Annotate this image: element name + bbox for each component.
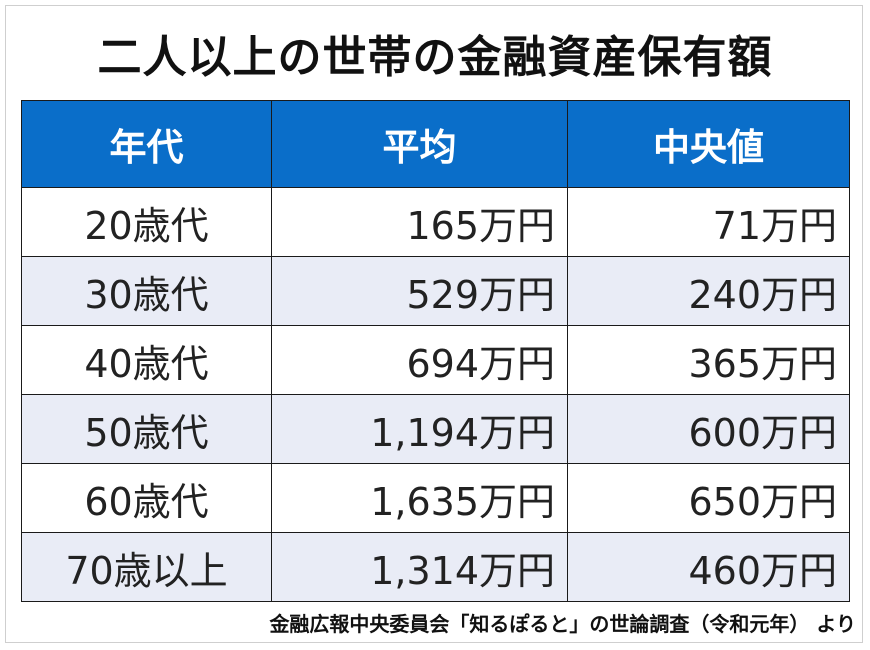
median-cell: 71万円	[567, 187, 850, 257]
table-row: 20歳代 165万円 71万円	[21, 187, 850, 257]
table-row: 60歳代 1,635万円 650万円	[21, 463, 850, 533]
median-cell: 365万円	[567, 325, 850, 395]
column-header-median: 中央値	[567, 100, 850, 188]
average-cell: 165万円	[271, 187, 568, 257]
median-cell: 650万円	[567, 463, 850, 533]
column-header-average: 平均	[271, 100, 568, 188]
average-cell: 1,194万円	[271, 394, 568, 464]
age-cell: 70歳以上	[21, 532, 272, 602]
age-cell: 40歳代	[21, 325, 272, 395]
average-cell: 529万円	[271, 256, 568, 326]
age-cell: 60歳代	[21, 463, 272, 533]
figure-frame	[5, 5, 863, 643]
asset-table: 年代 平均 中央値 20歳代 165万円 71万円 30歳代 529万円 240…	[21, 100, 850, 602]
age-cell: 50歳代	[21, 394, 272, 464]
table-row: 30歳代 529万円 240万円	[21, 256, 850, 326]
header-row: 年代 平均 中央値	[21, 100, 850, 188]
table-row: 50歳代 1,194万円 600万円	[21, 394, 850, 464]
table-row: 70歳以上 1,314万円 460万円	[21, 532, 850, 602]
table-row: 40歳代 694万円 365万円	[21, 325, 850, 395]
source-note: 金融広報中央委員会「知るぽると」の世論調査（令和元年） より	[269, 612, 856, 636]
chart-title: 二人以上の世帯の金融資産保有額	[97, 32, 773, 83]
median-cell: 460万円	[567, 532, 850, 602]
age-cell: 20歳代	[21, 187, 272, 257]
average-cell: 1,635万円	[271, 463, 568, 533]
median-cell: 600万円	[567, 394, 850, 464]
median-cell: 240万円	[567, 256, 850, 326]
average-cell: 694万円	[271, 325, 568, 395]
column-header-age: 年代	[21, 100, 272, 188]
age-cell: 30歳代	[21, 256, 272, 326]
average-cell: 1,314万円	[271, 532, 568, 602]
